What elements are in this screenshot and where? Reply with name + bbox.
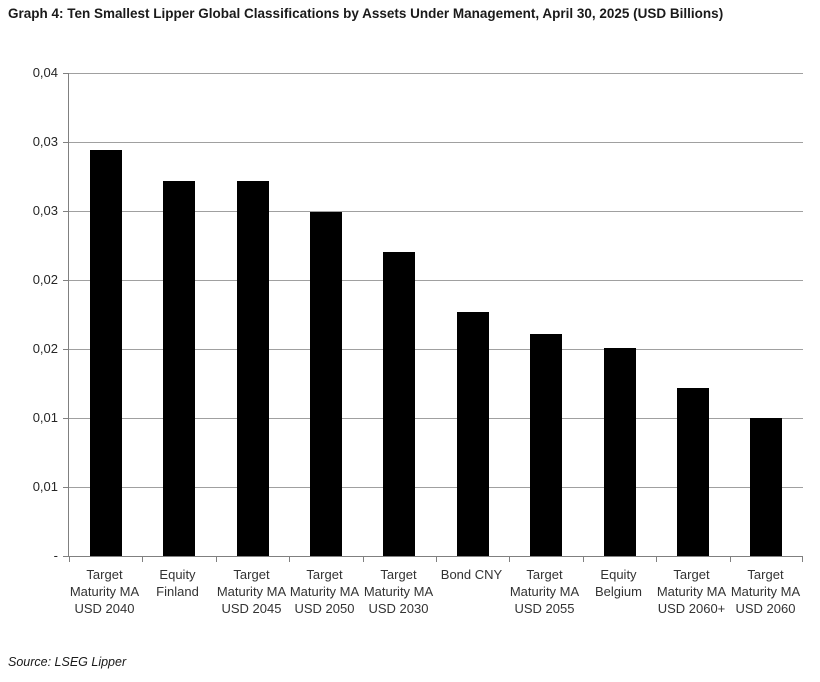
source-note: Source: LSEG Lipper: [8, 655, 127, 669]
bar: [677, 388, 709, 556]
gridline: [69, 142, 803, 143]
plot-area: [63, 73, 803, 562]
gridline: [69, 487, 803, 488]
bar: [530, 334, 562, 556]
x-axis-tick: [142, 557, 143, 562]
y-tick-label: 0,04: [32, 65, 58, 80]
y-axis-tick: [63, 487, 69, 488]
x-axis-tick: [656, 557, 657, 562]
y-tick-label: 0,02: [32, 341, 58, 356]
y-axis-tick: [63, 349, 69, 350]
x-axis-tick: [216, 557, 217, 562]
gridline: [69, 73, 803, 74]
x-category-label: Equity Belgium: [595, 567, 642, 599]
y-tick-label: -: [53, 548, 58, 563]
y-axis-tick: [63, 556, 69, 557]
bar: [383, 252, 415, 556]
y-tick-label: 0,01: [32, 479, 58, 494]
x-axis-tick: [289, 557, 290, 562]
x-category-label: Target Maturity MA USD 2045: [216, 567, 287, 616]
bar: [310, 212, 342, 556]
x-category-label: Target Maturity MA USD 2060: [730, 567, 801, 616]
chart-title: Graph 4: Ten Smallest Lipper Global Clas…: [8, 6, 724, 21]
x-axis-tick: [69, 557, 70, 562]
bar: [457, 312, 489, 556]
gridline: [69, 418, 803, 419]
y-axis: 0,04 0,03 0,03 0,02 0,02 0,01 0,01 -: [0, 0, 58, 682]
x-axis: Target Maturity MA USD 2040 Equity Finlan…: [68, 566, 802, 646]
x-axis-tick: [436, 557, 437, 562]
y-axis-tick: [63, 73, 69, 74]
y-tick-label: 0,02: [32, 272, 58, 287]
bar: [90, 150, 122, 556]
x-category-label: Target Maturity MA USD 2050: [289, 567, 360, 616]
x-category-label: Target Maturity MA USD 2055: [509, 567, 580, 616]
gridline: [69, 211, 803, 212]
x-category-label: Bond CNY: [440, 567, 503, 582]
y-tick-label: 0,03: [32, 134, 58, 149]
x-axis-tick: [583, 557, 584, 562]
y-axis-tick: [63, 142, 69, 143]
x-category-label: Equity Finland: [156, 567, 199, 599]
bar: [163, 181, 195, 556]
bar: [604, 348, 636, 556]
bar: [237, 181, 269, 556]
x-axis-tick: [730, 557, 731, 562]
y-tick-label: 0,03: [32, 203, 58, 218]
x-axis-tick: [363, 557, 364, 562]
gridline: [69, 349, 803, 350]
x-axis-tick: [802, 557, 803, 562]
x-category-label: Target Maturity MA USD 2060+: [656, 567, 727, 616]
y-axis-tick: [63, 418, 69, 419]
x-category-label: Target Maturity MA USD 2040: [69, 567, 140, 616]
x-axis-tick: [509, 557, 510, 562]
y-axis-tick: [63, 280, 69, 281]
y-axis-tick: [63, 211, 69, 212]
y-tick-label: 0,01: [32, 410, 58, 425]
x-category-label: Target Maturity MA USD 2030: [363, 567, 434, 616]
bar: [750, 418, 782, 556]
gridline: [69, 280, 803, 281]
